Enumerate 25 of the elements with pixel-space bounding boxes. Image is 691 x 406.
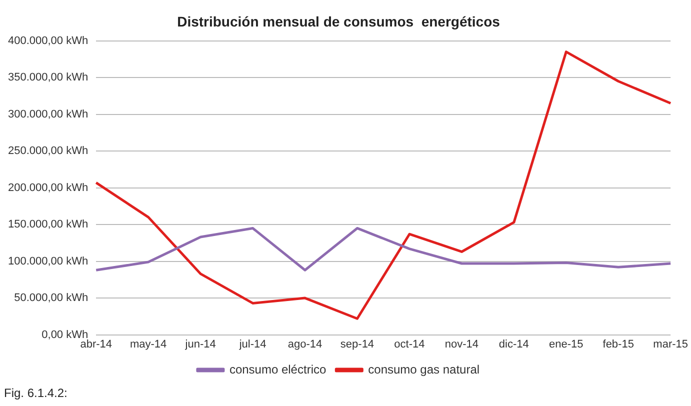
x-tick-label: ago-14 [288,338,322,350]
x-tick-label: sep-14 [340,338,374,350]
y-tick-label: 100.000,00 kWh [8,255,88,268]
legend-label: consumo eléctrico [229,362,326,376]
y-tick-label: 150.000,00 kWh [8,218,88,231]
y-tick-label: 250.000,00 kWh [8,145,88,158]
x-tick-label: mar-15 [653,338,688,350]
chart-title: Distribución mensual de consumos energéticos [177,13,500,30]
x-tick-label: ene-15 [548,338,584,350]
y-tick-label: 200.000,00 kWh [8,182,88,194]
x-tick-label: feb-15 [602,338,634,350]
y-tick-label: 0,00 kWh [42,328,88,341]
x-tick-label: jul-14 [238,338,266,350]
x-tick-label: dic-14 [498,338,529,350]
x-tick-label: oct-14 [394,338,425,350]
y-tick-label: 300.000,00 kWh [8,108,88,120]
x-tick-label: may-14 [130,338,167,350]
y-tick-label: 350.000,00 kWh [8,72,88,84]
caption: Fig. 6.1.4.2: [4,386,68,400]
x-tick-label: jun-14 [184,338,216,350]
y-tick-label: 400.000,00 kWh [8,34,88,47]
legend-label: consumo gas natural [368,362,480,376]
x-tick-label: abr-14 [80,338,112,350]
x-tick-label: nov-14 [444,338,478,350]
y-tick-label: 50.000,00 kWh [14,292,88,304]
